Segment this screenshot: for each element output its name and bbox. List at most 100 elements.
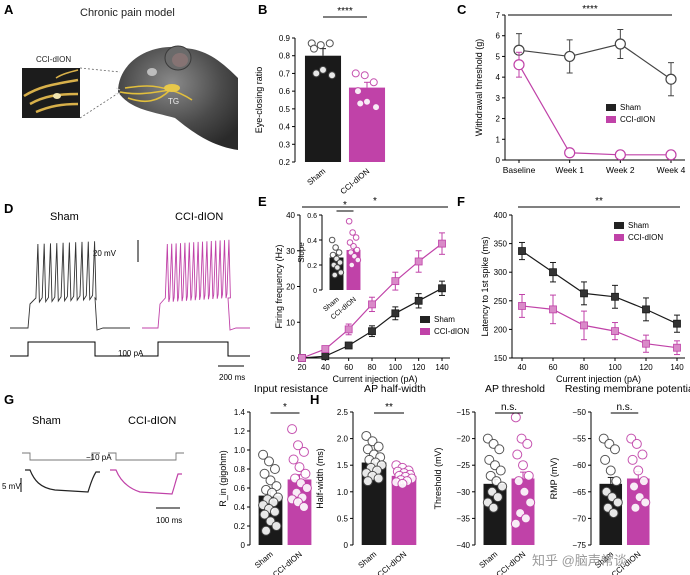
y-tick-label: 0 xyxy=(313,288,317,295)
y-tick-label: 10 xyxy=(286,318,295,327)
series-line-cci xyxy=(518,64,671,156)
y-tick-label: −15 xyxy=(456,408,470,417)
data-point xyxy=(312,69,321,78)
x-tick-label: 120 xyxy=(639,363,653,372)
chart-title: Resting membrane potential xyxy=(565,383,690,395)
data-point xyxy=(258,449,269,460)
data-point xyxy=(640,497,651,508)
data-point xyxy=(414,257,423,266)
data-point xyxy=(608,508,619,519)
series-line-sham xyxy=(521,250,678,325)
y-axis-label: Threshold (mV) xyxy=(433,447,443,509)
data-point xyxy=(642,305,650,314)
data-point xyxy=(518,247,526,255)
rat-eye xyxy=(147,68,157,76)
data-point xyxy=(512,449,523,460)
data-point xyxy=(373,441,384,452)
y-axis-label: R_in (gigohm) xyxy=(218,450,228,507)
data-point xyxy=(368,327,376,336)
legend-label-cci: CCI-dION xyxy=(620,115,655,124)
data-point xyxy=(287,424,298,435)
y-tick-label: 6 xyxy=(496,32,501,41)
y-axis-label: Firing frequency (Hz) xyxy=(274,244,284,328)
panel-a-illustration: Chronic pain model CCI-dION TG xyxy=(22,7,238,150)
y-tick-label: 1.0 xyxy=(337,488,349,497)
data-point xyxy=(438,284,446,293)
y-axis-label: Half-width (ms) xyxy=(315,448,325,509)
y-tick-label: 0.8 xyxy=(279,52,291,61)
significance-label: n.s. xyxy=(501,402,517,413)
chart-resting-membrane-potential: −75 −70 −65 −60 −55 −50 RMP (mV) Resting membra… xyxy=(549,383,690,575)
data-point xyxy=(510,412,521,423)
y-tick-label: 0.4 xyxy=(279,123,291,132)
y-tick-label: 250 xyxy=(494,297,508,306)
x-tick-label: 60 xyxy=(549,363,558,372)
y-tick-label: −60 xyxy=(572,461,586,470)
data-point xyxy=(362,476,373,487)
y-axis-label: Latency to 1st spike (ms) xyxy=(480,236,490,336)
y-tick-label: 30 xyxy=(286,247,295,256)
y-tick-label: 0.4 xyxy=(234,503,246,512)
data-point xyxy=(673,343,681,352)
data-point xyxy=(510,518,521,529)
data-point xyxy=(301,483,312,493)
data-point xyxy=(522,438,533,449)
data-point xyxy=(605,465,616,476)
x-tick-label: 40 xyxy=(518,363,527,372)
data-point xyxy=(612,497,623,508)
y-tick-label: 0.2 xyxy=(307,263,317,270)
y-tick-label: 20 xyxy=(286,283,295,292)
data-point xyxy=(332,244,339,251)
data-point xyxy=(513,476,524,487)
chart-title: Input resistance xyxy=(254,383,328,395)
data-point xyxy=(288,454,299,465)
current-step-label: 100 pA xyxy=(118,349,144,358)
legend-swatch-cci xyxy=(606,116,616,123)
data-point xyxy=(319,65,327,74)
data-point xyxy=(638,476,649,487)
legend-swatch-sham xyxy=(606,104,616,111)
data-point xyxy=(344,341,353,350)
data-point xyxy=(611,292,619,301)
x-tick-label: Week 2 xyxy=(606,165,635,175)
x-tick-label: Sham xyxy=(253,549,275,570)
legend-swatch-cci xyxy=(614,234,624,241)
legend-label-cci: CCI-dION xyxy=(628,233,663,242)
data-point xyxy=(549,268,557,277)
x-tick-label: Sham xyxy=(356,549,378,570)
y-tick-label: 0.7 xyxy=(279,69,291,78)
voltage-scale-label: 20 mV xyxy=(93,249,117,258)
significance-label: * xyxy=(343,200,347,211)
data-point xyxy=(344,325,353,334)
data-point xyxy=(665,73,677,85)
data-point xyxy=(372,103,381,112)
y-tick-label: 0.2 xyxy=(234,522,246,531)
data-point xyxy=(294,462,305,473)
chart-input-resistance: 0 0.2 0.4 0.6 0.8 1.0 1.2 1.4 R_in (gigohm) Input… xyxy=(218,383,328,575)
data-point xyxy=(354,256,362,264)
significance-label: ** xyxy=(595,196,603,207)
data-point xyxy=(611,476,622,487)
sham-current-step xyxy=(10,341,130,357)
legend-swatch-cci xyxy=(420,328,430,335)
data-point xyxy=(519,486,530,497)
data-point xyxy=(614,149,626,161)
data-point xyxy=(264,456,275,467)
data-point xyxy=(580,289,588,298)
data-point xyxy=(351,69,360,78)
y-tick-label: 300 xyxy=(494,268,508,277)
g-trace-label-sham: Sham xyxy=(32,415,61,427)
x-tick-label: Week 4 xyxy=(657,165,686,175)
data-point xyxy=(336,259,344,266)
y-tick-label: −70 xyxy=(572,514,586,523)
data-point xyxy=(438,239,446,248)
y-tick-label: −55 xyxy=(572,435,586,444)
data-point xyxy=(298,354,306,362)
chart-title: AP half-width xyxy=(364,383,426,395)
data-point xyxy=(325,39,334,48)
panel-letter-c: C xyxy=(457,2,467,17)
y-tick-label: 5 xyxy=(496,52,501,61)
data-point xyxy=(353,87,362,96)
y-tick-label: −50 xyxy=(572,408,586,417)
y-tick-label: 0 xyxy=(291,354,296,363)
